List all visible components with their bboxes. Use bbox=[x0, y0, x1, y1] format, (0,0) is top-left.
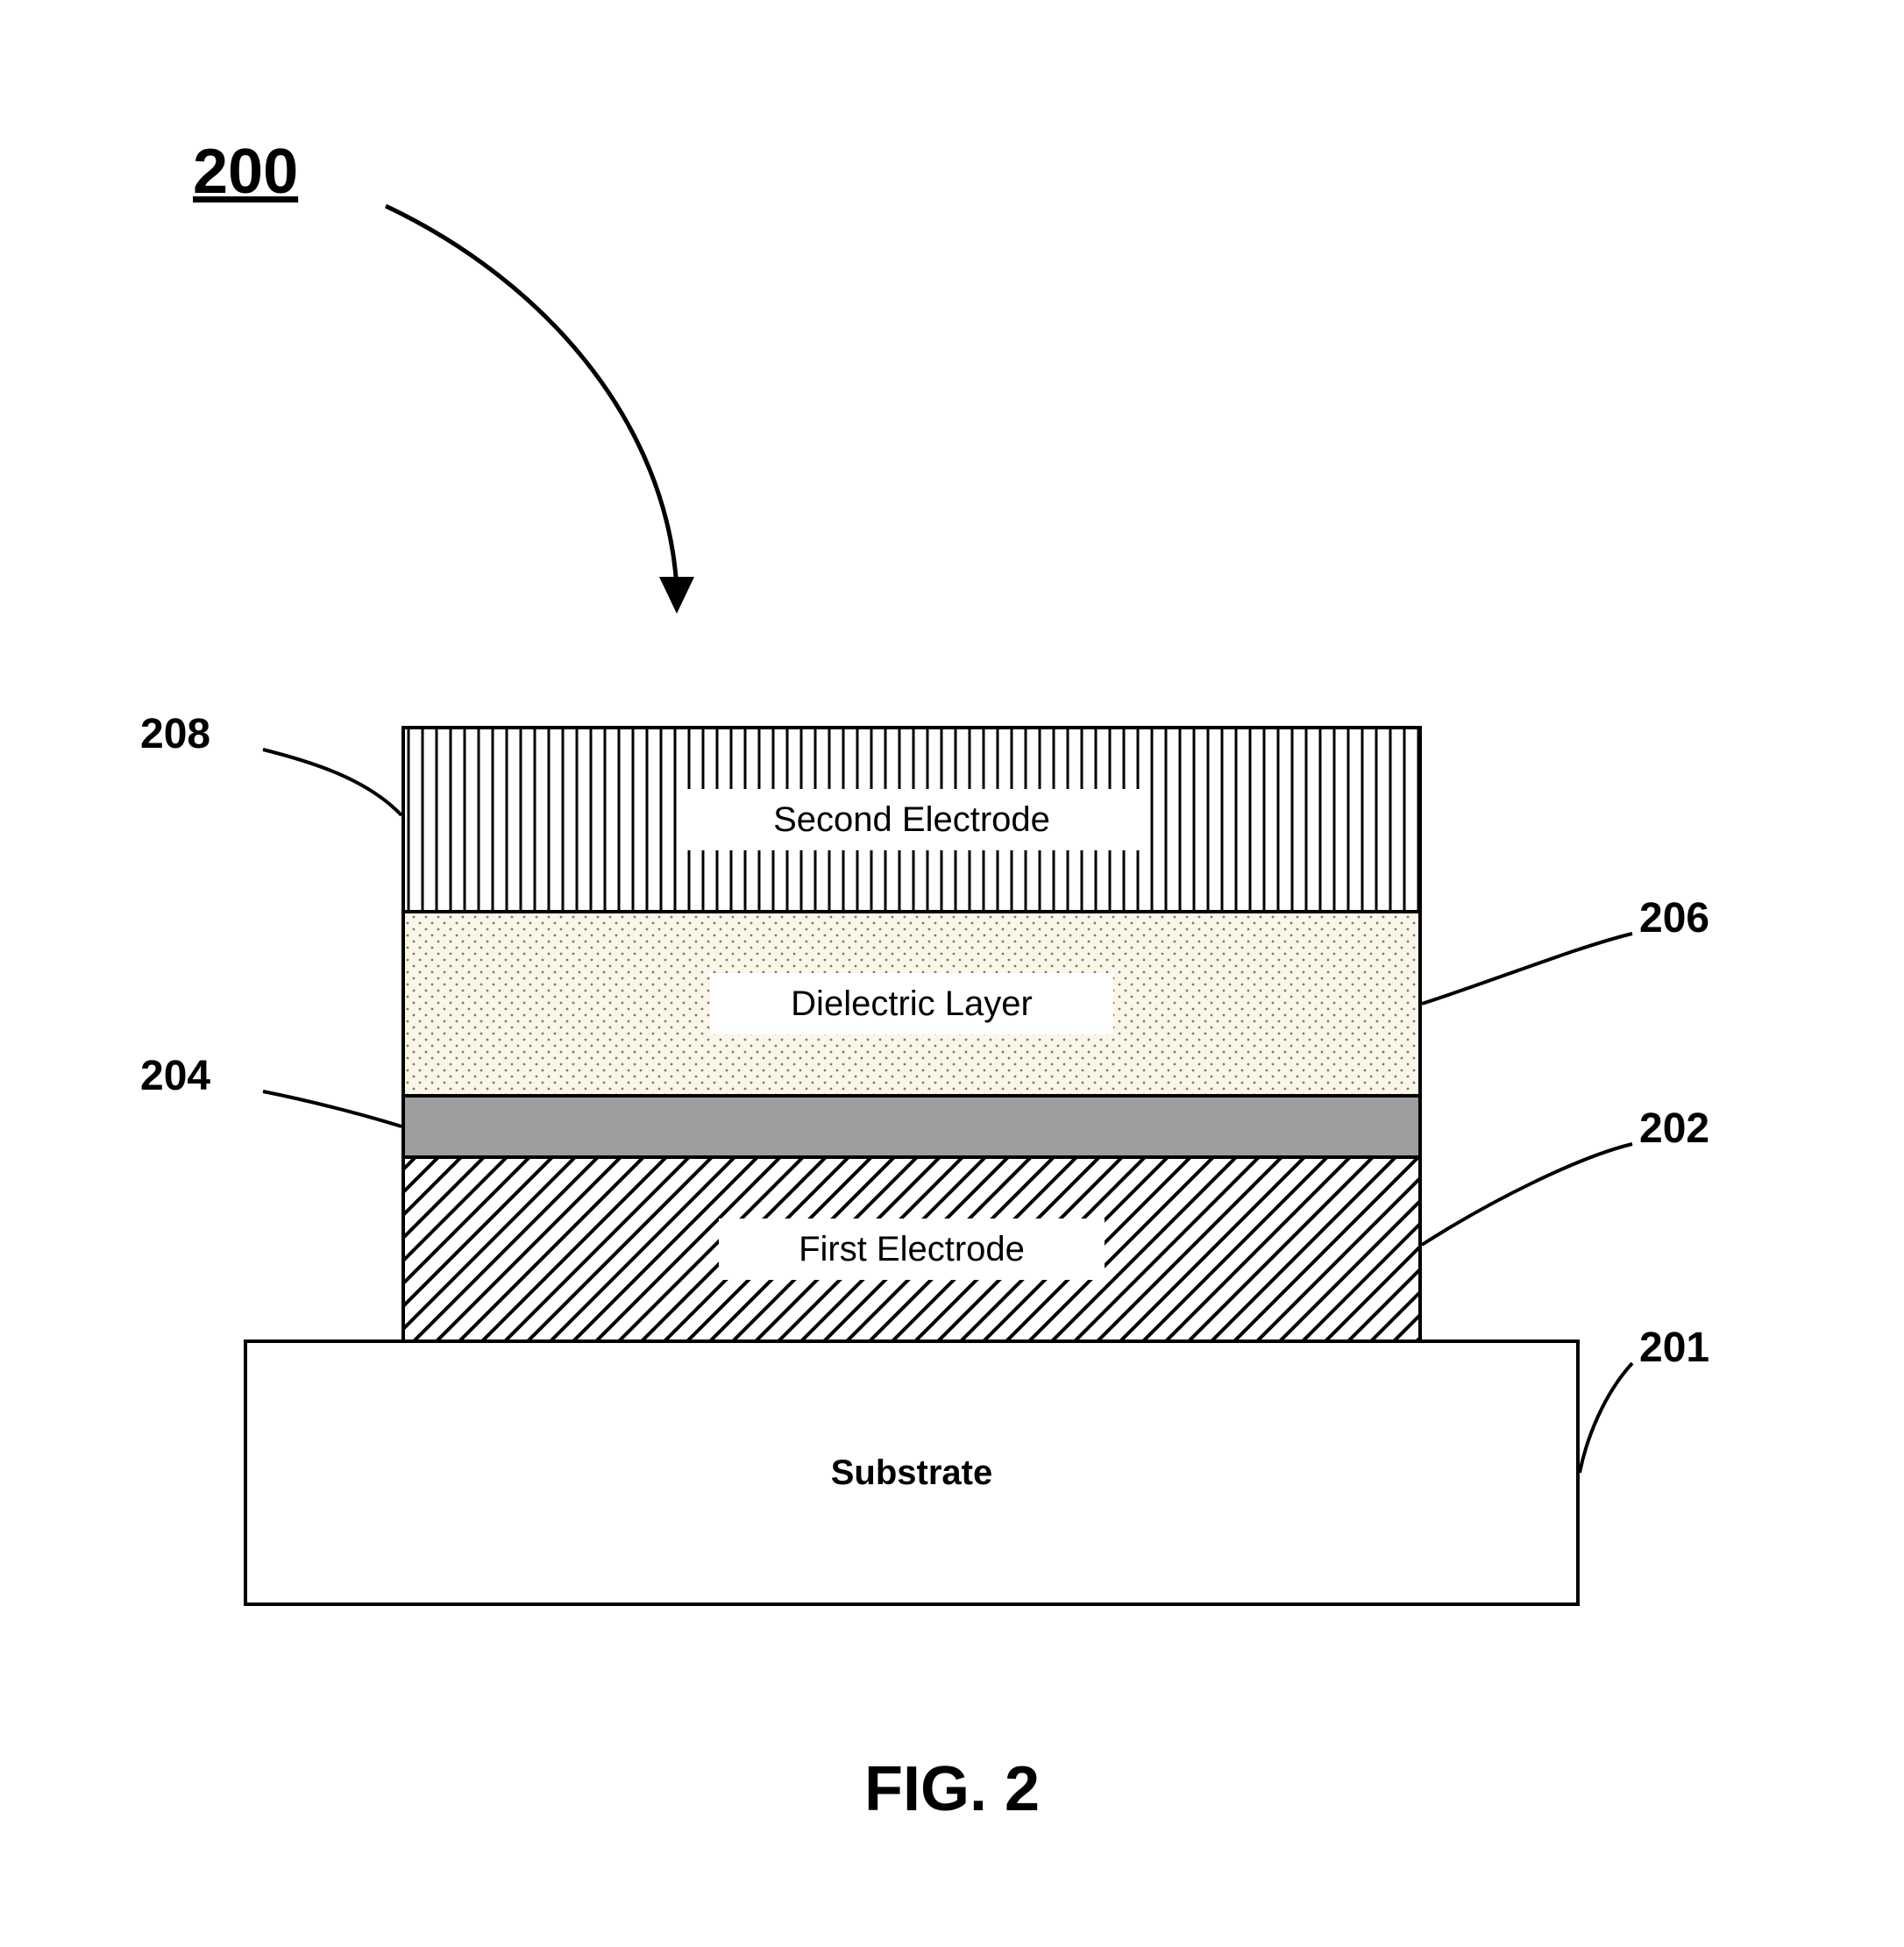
leader-202 bbox=[1422, 1144, 1632, 1245]
figure-caption: FIG. 2 bbox=[0, 1753, 1904, 1825]
leader-201 bbox=[1580, 1363, 1632, 1473]
label-dielectric: Dielectric Layer bbox=[791, 984, 1033, 1024]
callout-204: 204 bbox=[140, 1052, 210, 1100]
callout-206: 206 bbox=[1639, 894, 1709, 942]
callout-208: 208 bbox=[140, 710, 210, 758]
leader-208 bbox=[263, 750, 401, 815]
label-substrate: Substrate bbox=[831, 1453, 993, 1493]
label-first-electrode: First Electrode bbox=[799, 1230, 1025, 1269]
leader-204 bbox=[263, 1091, 401, 1126]
label-second-electrode: Second Electrode bbox=[773, 800, 1050, 840]
leader-206 bbox=[1422, 934, 1632, 1004]
callout-201: 201 bbox=[1639, 1324, 1709, 1372]
callout-202: 202 bbox=[1639, 1105, 1709, 1153]
arrow-200 bbox=[386, 206, 677, 587]
layer-204 bbox=[403, 1096, 1420, 1157]
arrow-200-head bbox=[659, 577, 694, 614]
figure-number: 200 bbox=[193, 136, 298, 208]
